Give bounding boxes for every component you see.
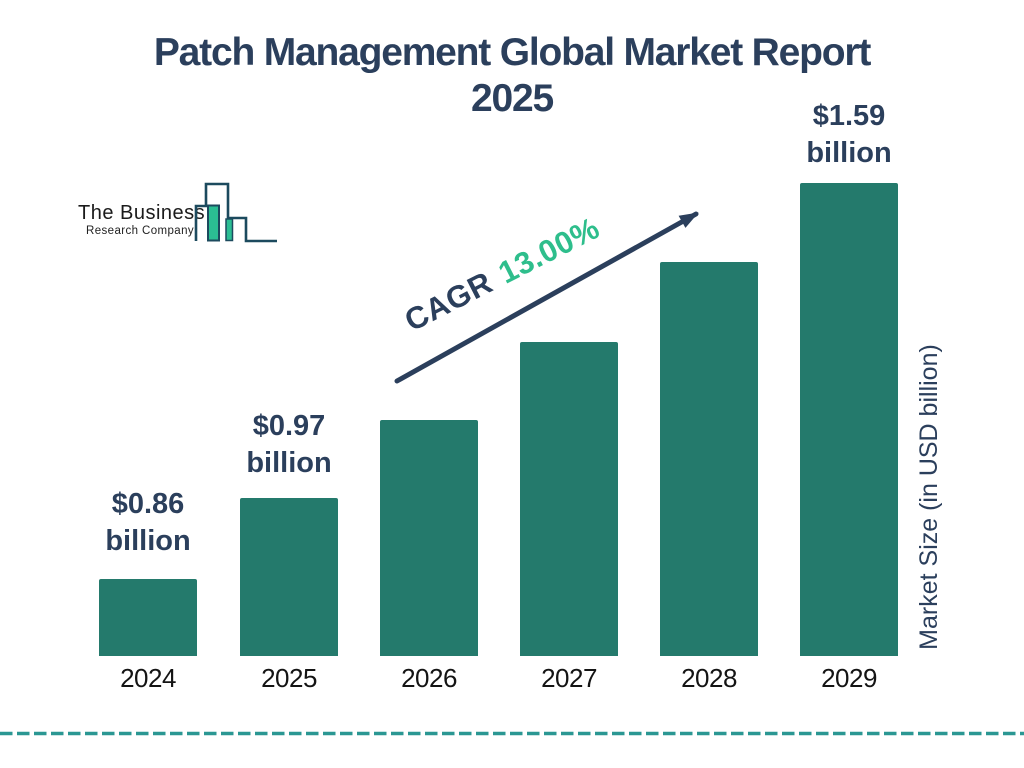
bar-2028 xyxy=(660,262,758,656)
bar-chart-logo-icon xyxy=(194,182,277,243)
bar-2027 xyxy=(520,342,618,656)
value-label-2029: $1.59 billion xyxy=(779,98,919,172)
x-tick-2028: 2028 xyxy=(681,663,737,693)
x-tick-2026: 2026 xyxy=(401,663,457,693)
value-label-2024: $0.86 billion xyxy=(78,486,218,560)
y-axis-label: Market Size (in USD billion) xyxy=(915,344,943,650)
chart-title: Patch Management Global Market Report 20… xyxy=(0,30,1024,122)
chart-title-line-1: Patch Management Global Market Report xyxy=(153,31,871,74)
value-label-2025: $0.97 billion xyxy=(219,408,359,482)
value-label-2029-amount: $1.59 xyxy=(812,100,886,132)
value-label-2025-unit: billion xyxy=(246,447,332,479)
bar-2025 xyxy=(240,498,338,656)
bottom-dashed-line xyxy=(0,731,1024,736)
brand-logo-name: The Business xyxy=(78,202,206,224)
brand-logo-subtitle: Research Company xyxy=(86,225,195,237)
chart-title-line-2: 2025 xyxy=(471,77,554,120)
value-label-2025-amount: $0.97 xyxy=(252,410,326,442)
x-tick-2024: 2024 xyxy=(120,663,176,693)
brand-logo: The Business Research Company xyxy=(72,176,287,246)
bar-2026 xyxy=(380,420,478,656)
x-tick-2027: 2027 xyxy=(541,663,597,693)
value-label-2024-amount: $0.86 xyxy=(111,488,185,520)
cagr-trend-arrow xyxy=(394,211,699,384)
bar-2024 xyxy=(99,579,197,656)
value-label-2024-unit: billion xyxy=(105,525,191,557)
x-tick-2025: 2025 xyxy=(261,663,317,693)
x-tick-2029: 2029 xyxy=(821,663,877,693)
bar-2029 xyxy=(800,183,898,656)
value-label-2029-unit: billion xyxy=(806,137,892,169)
